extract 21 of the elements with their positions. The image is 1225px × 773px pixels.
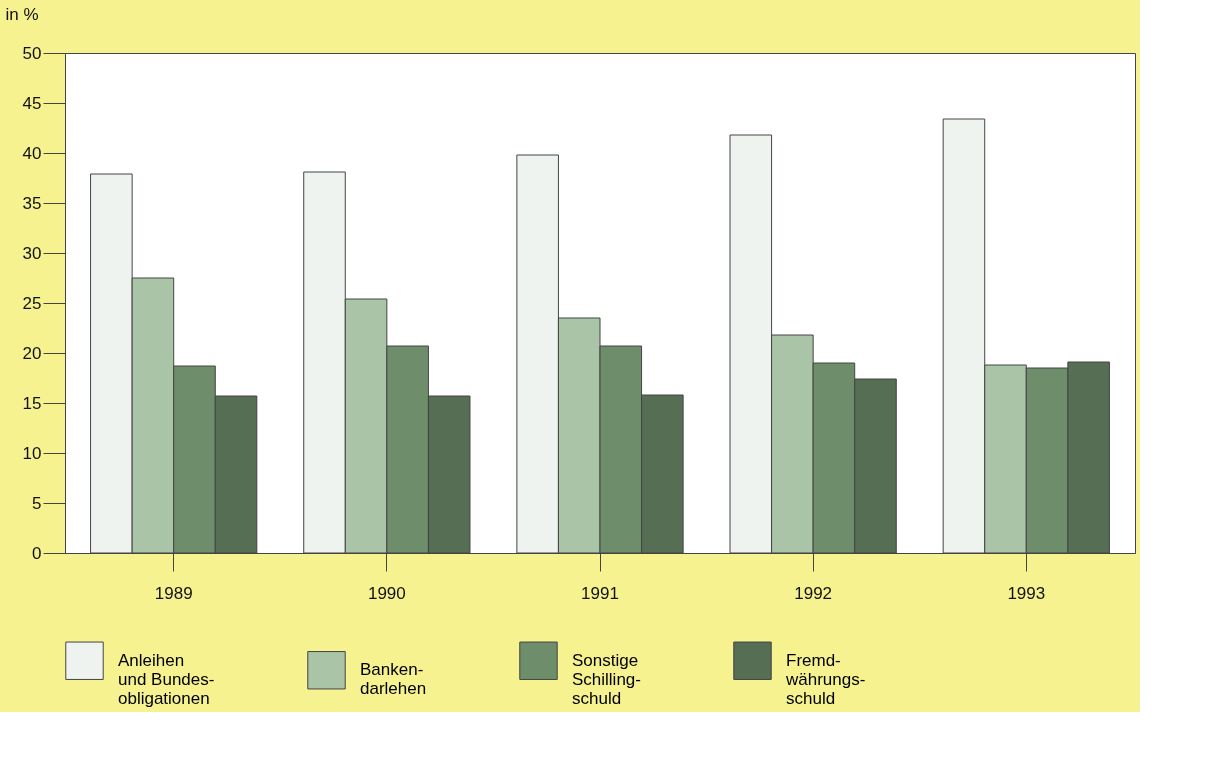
y-tick-label: 5	[32, 493, 42, 513]
legend-label: Sonstige Schilling- schuld	[572, 650, 641, 708]
y-tick-label: 25	[22, 293, 42, 313]
x-tick-label: 1990	[367, 583, 406, 603]
y-tick-label: 50	[22, 43, 42, 63]
legend-label: Banken- darlehen	[360, 660, 427, 699]
legend-label: Fremd- währungs- schuld	[785, 650, 866, 708]
y-axis-title: in %	[5, 4, 39, 24]
y-tick-label: 10	[22, 443, 42, 463]
y-tick-label: 20	[22, 343, 42, 363]
y-tick-label: 30	[22, 243, 42, 263]
x-tick-label: 1993	[1007, 583, 1046, 603]
x-tick-label: 1991	[581, 583, 619, 603]
y-tick-label: 35	[22, 193, 42, 213]
legend-label: Anleihen und Bundes- obligationen	[118, 650, 215, 708]
x-tick-label: 1989	[154, 583, 193, 603]
y-tick-label: 15	[22, 393, 42, 413]
x-tick-label: 1992	[794, 583, 833, 603]
y-tick-label: 0	[32, 543, 42, 563]
y-tick-label: 40	[22, 143, 42, 163]
y-tick-label: 45	[22, 93, 42, 113]
